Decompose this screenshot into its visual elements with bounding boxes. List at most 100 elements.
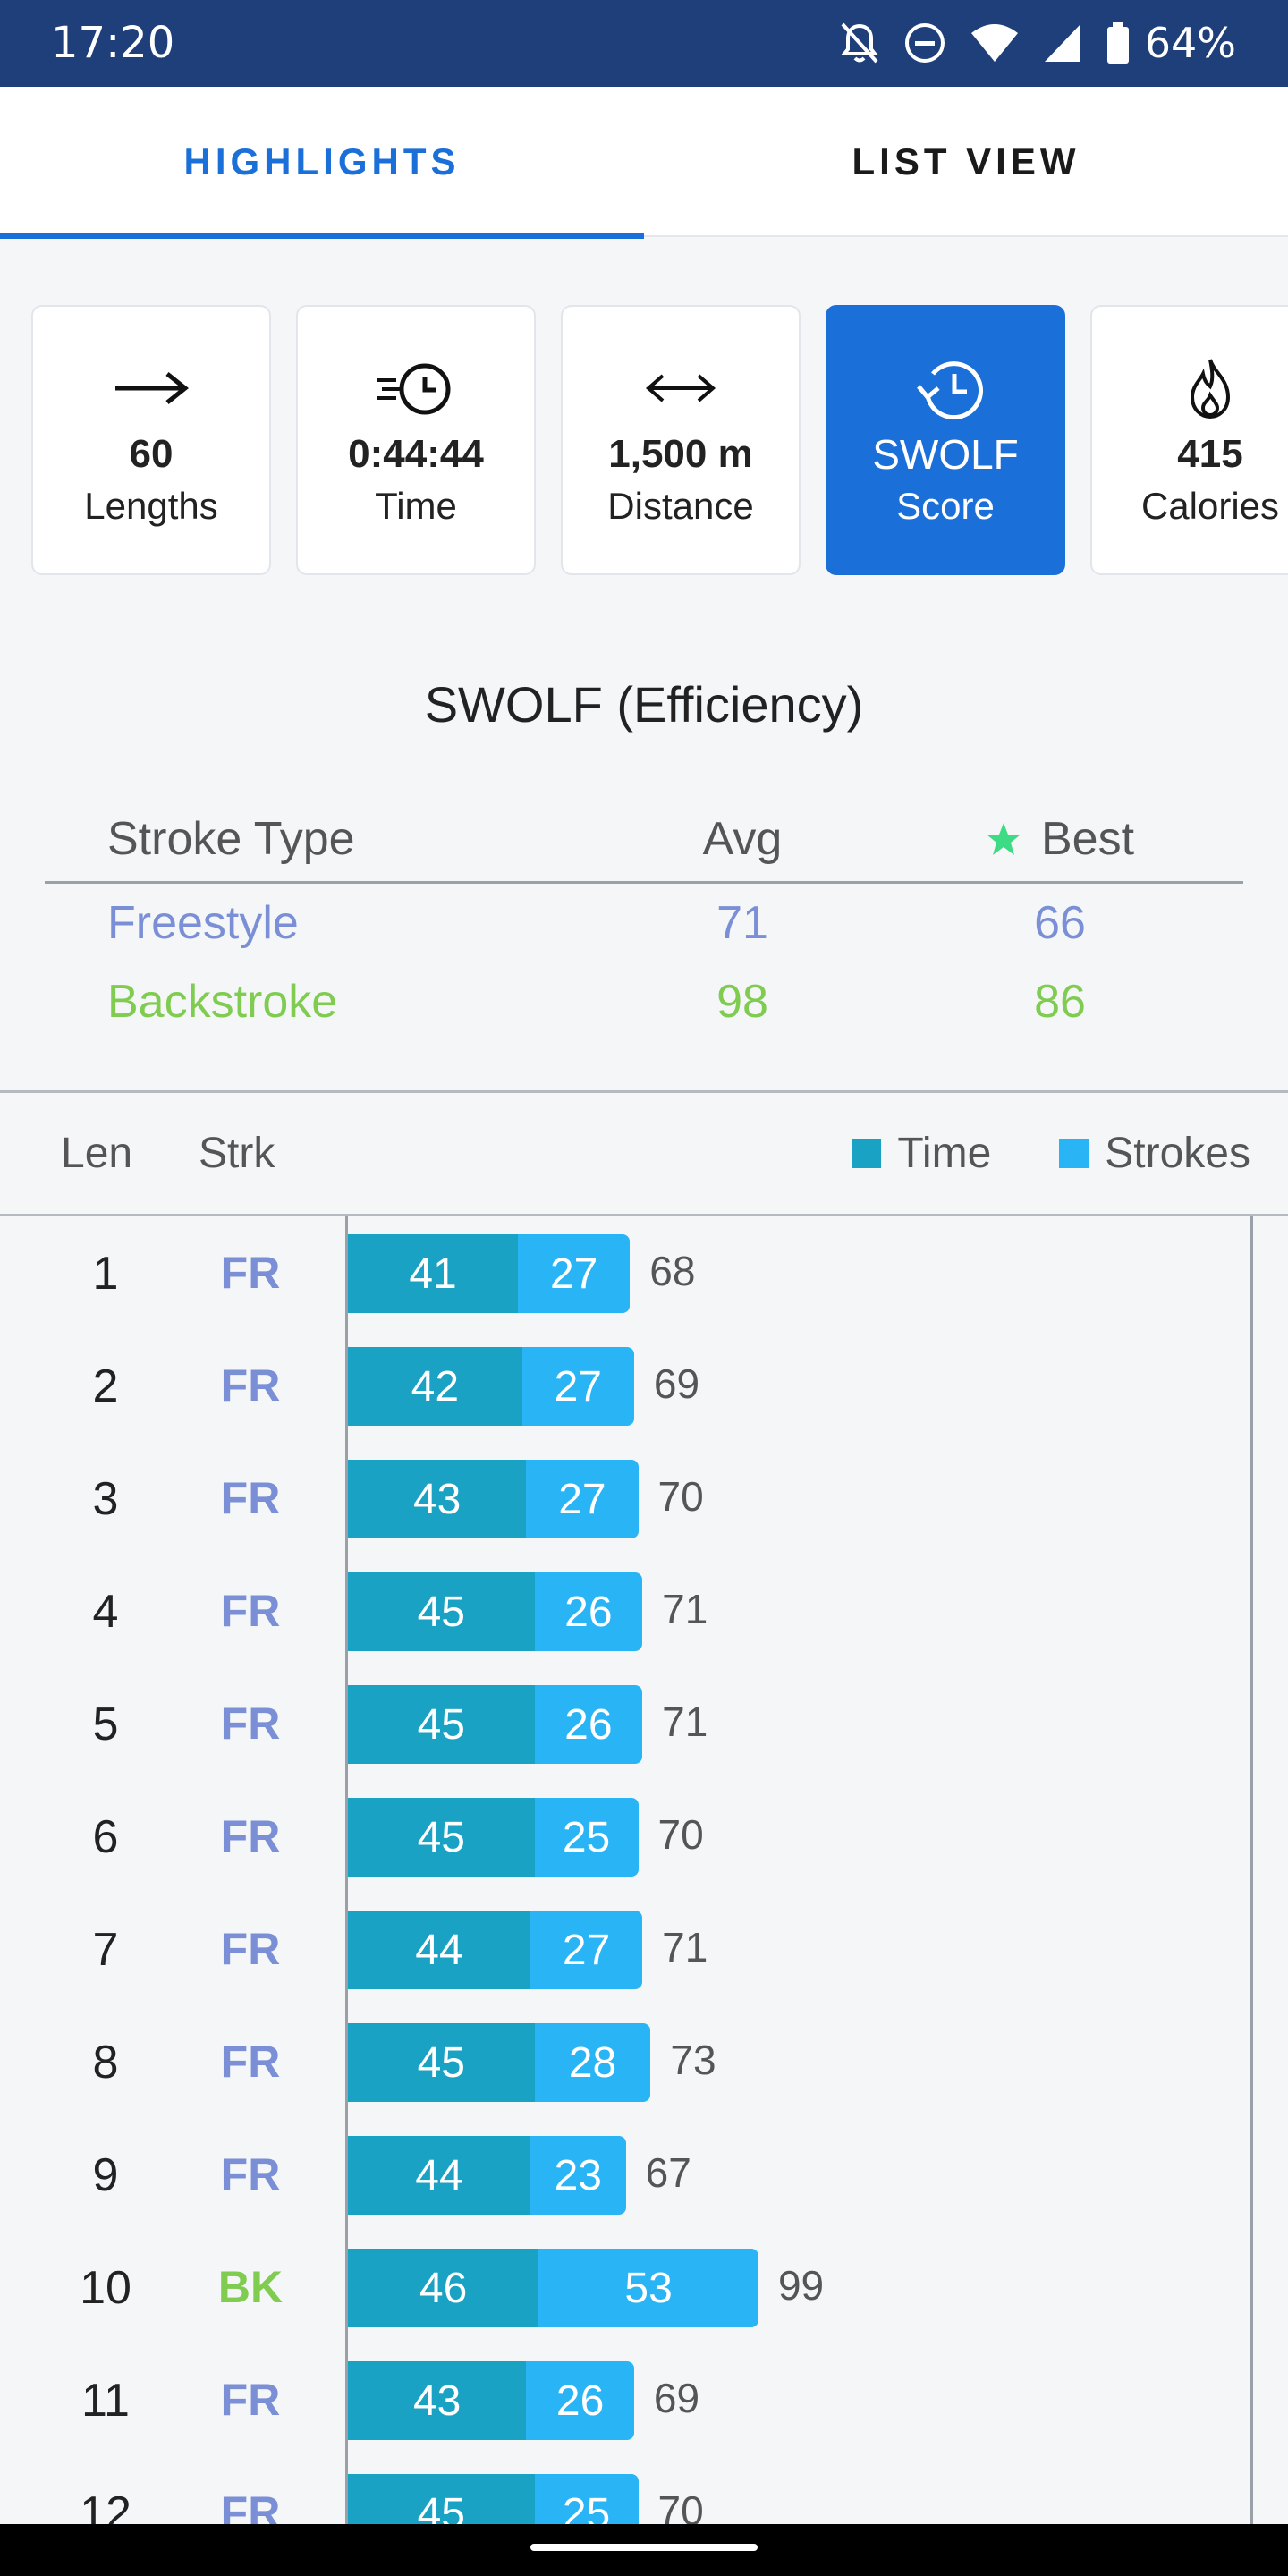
swolf-total: 68 [649,1248,696,1294]
lap-number: 5 [92,1699,119,1750]
swolf-total: 71 [662,1924,708,1970]
tab-highlights[interactable]: HIGHLIGHTS [0,87,644,239]
stroke-avg: 71 [716,897,768,949]
time-bar: 44 [348,2136,530,2215]
cellular-signal-icon [1044,24,1080,62]
battery-icon [1106,22,1129,64]
swolf-card[interactable]: SWOLF Score [826,305,1065,575]
lap-row[interactable]: 9 FR 44 23 67 [0,2136,1288,2215]
time-bar: 43 [348,1460,527,1538]
strokes-bar: 26 [534,1572,643,1651]
lap-row[interactable]: 11 FR 43 26 69 [0,2361,1288,2440]
tab-bar: HIGHLIGHTS LIST VIEW [0,87,1288,239]
distance-label: Distance [607,485,754,527]
lap-number: 9 [92,2149,119,2201]
tab-list-view[interactable]: LIST VIEW [852,140,1080,182]
time-label: Time [375,485,457,527]
distance-value: 1,500 m [608,432,753,476]
lap-row[interactable]: 4 FR 45 26 71 [0,1572,1288,1651]
lap-row[interactable]: 5 FR 45 26 71 [0,1685,1288,1764]
strokes-bar: 27 [518,1234,631,1313]
laps-chart[interactable]: 1 FR 41 27 68 2 FR 42 27 69 3 FR 43 27 70 4 FR 45 26 71 5 FR 4… [0,1216,1288,2524]
lap-stroke-type: FR [220,2375,281,2425]
notifications-off-icon [840,22,878,64]
do-not-disturb-icon [904,23,945,63]
time-bar: 42 [348,1347,522,1426]
swolf-total: 70 [657,2487,704,2524]
arrow-right-icon [115,372,190,404]
lap-chart-header: Len Strk Time Strokes [0,1093,1288,1214]
lengths-label: Lengths [84,485,218,527]
strokes-bar: 26 [526,2361,634,2440]
calories-label: Calories [1140,485,1280,527]
lap-number: 8 [92,2037,119,2089]
lap-number: 2 [92,1360,119,1412]
lap-stroke-type: FR [220,1699,281,1749]
swolf-label: Score [896,485,995,527]
strokes-bar: 28 [534,2023,651,2102]
chart-axis-right [1250,1216,1253,2524]
header-avg: Avg [702,812,783,865]
lap-stroke-type: FR [220,1586,281,1636]
swolf-total: 70 [657,1811,704,1858]
lap-number: 1 [92,1248,119,1300]
swolf-value: SWOLF [872,431,1019,478]
time-card[interactable]: 0:44:44 Time [296,305,536,575]
lap-row[interactable]: 6 FR 45 25 70 [0,1798,1288,1877]
lap-row[interactable]: 8 FR 45 28 73 [0,2023,1288,2102]
lap-stroke-type: FR [220,2487,281,2524]
lap-number: 10 [80,2262,131,2314]
strokes-bar: 27 [526,1460,639,1538]
stroke-name: Freestyle [107,897,299,949]
legend-time-swatch [852,1139,882,1168]
lap-stroke-type: FR [220,2149,281,2199]
header-divider [0,1214,1288,1216]
swolf-total: 71 [662,1699,708,1745]
strokes-bar: 25 [534,1798,639,1877]
strokes-bar: 53 [538,2249,758,2327]
lap-row[interactable]: 7 FR 44 27 71 [0,1911,1288,1989]
stroke-summary-table: Stroke Type Avg Best Freestyle 71 66 Bac… [45,796,1243,1041]
lap-number: 4 [92,1586,119,1638]
time-value: 0:44:44 [348,432,484,476]
swolf-summary-title: SWOLF (Efficiency) [424,676,864,733]
distance-card[interactable]: 1,500 m Distance [561,305,801,575]
calories-card[interactable]: 415 Calories [1090,305,1288,575]
swolf-total: 99 [777,2262,825,2309]
lap-number: 12 [80,2487,131,2524]
status-bar: 17:20 64% [0,0,1288,87]
wifi-icon [970,24,1018,62]
lap-number: 3 [92,1473,119,1525]
swolf-total: 69 [653,1360,700,1407]
lap-row[interactable]: 10 BK 46 53 99 [0,2249,1288,2327]
lap-number: 7 [92,1924,119,1976]
home-gesture-handle[interactable] [530,2544,758,2551]
time-bar: 45 [348,1685,535,1764]
time-bar: 43 [348,2361,527,2440]
time-bar: 45 [348,1572,535,1651]
header-len: Len [61,1130,133,1177]
lap-row[interactable]: 2 FR 42 27 69 [0,1347,1288,1426]
lengths-card[interactable]: 60 Lengths [31,305,271,575]
swolf-total: 73 [670,2037,716,2083]
time-bar: 45 [348,2023,535,2102]
header-best: Best [877,812,1243,866]
strokes-bar: 25 [534,2474,639,2524]
history-clock-icon [917,361,983,420]
swolf-total: 70 [657,1473,704,1520]
lap-stroke-type: FR [220,1924,281,1974]
header-strk: Strk [199,1130,275,1177]
lap-row[interactable]: 12 FR 45 25 70 [0,2474,1288,2524]
lengths-value: 60 [129,432,174,476]
stopwatch-icon [377,363,451,415]
header-stroke-type: Stroke Type [107,812,355,865]
chart-axis-left [345,1216,348,2524]
header-best-label: Best [1040,812,1135,865]
strokes-bar: 26 [534,1685,643,1764]
lap-row[interactable]: 1 FR 41 27 68 [0,1234,1288,1313]
battery-percent: 64% [1144,19,1236,67]
lap-row[interactable]: 3 FR 43 27 70 [0,1460,1288,1538]
lap-number: 11 [81,2375,130,2427]
time-bar: 45 [348,1798,535,1877]
double-arrow-icon [645,374,716,402]
